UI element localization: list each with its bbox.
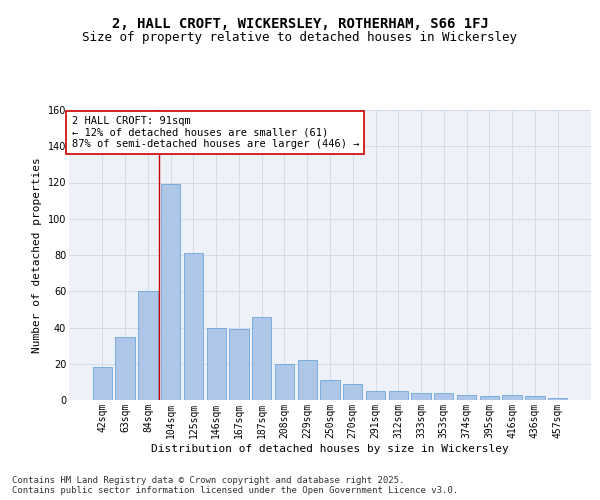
- Bar: [184, 253, 203, 400]
- Bar: [502, 394, 522, 400]
- Bar: [298, 360, 317, 400]
- Bar: [206, 328, 226, 400]
- Bar: [366, 391, 385, 400]
- Bar: [138, 291, 158, 400]
- Bar: [320, 380, 340, 400]
- Bar: [457, 394, 476, 400]
- Bar: [343, 384, 362, 400]
- Text: 2, HALL CROFT, WICKERSLEY, ROTHERHAM, S66 1FJ: 2, HALL CROFT, WICKERSLEY, ROTHERHAM, S6…: [112, 18, 488, 32]
- Bar: [93, 368, 112, 400]
- Text: 2 HALL CROFT: 91sqm
← 12% of detached houses are smaller (61)
87% of semi-detach: 2 HALL CROFT: 91sqm ← 12% of detached ho…: [71, 116, 359, 149]
- Bar: [479, 396, 499, 400]
- Bar: [161, 184, 181, 400]
- Bar: [252, 316, 271, 400]
- Bar: [389, 391, 408, 400]
- Bar: [525, 396, 545, 400]
- Bar: [412, 393, 431, 400]
- Bar: [434, 393, 454, 400]
- Bar: [548, 398, 567, 400]
- Bar: [275, 364, 294, 400]
- Bar: [115, 336, 135, 400]
- Text: Size of property relative to detached houses in Wickersley: Size of property relative to detached ho…: [83, 31, 517, 44]
- Y-axis label: Number of detached properties: Number of detached properties: [32, 157, 42, 353]
- Bar: [229, 330, 248, 400]
- Text: Contains HM Land Registry data © Crown copyright and database right 2025.
Contai: Contains HM Land Registry data © Crown c…: [12, 476, 458, 495]
- X-axis label: Distribution of detached houses by size in Wickersley: Distribution of detached houses by size …: [151, 444, 509, 454]
